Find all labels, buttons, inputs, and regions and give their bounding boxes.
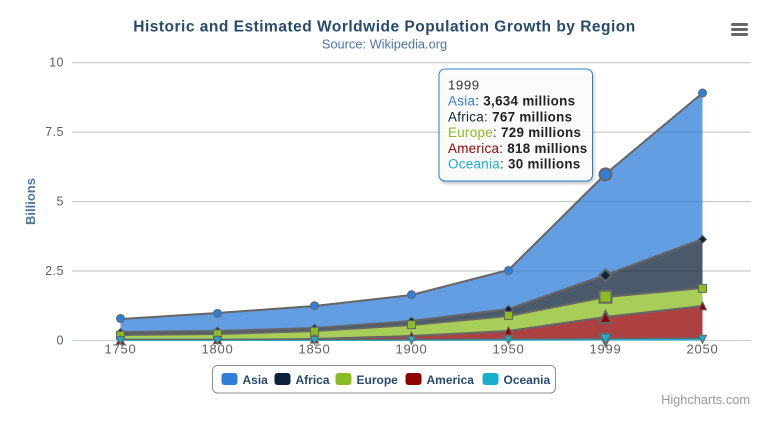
svg-text:1800: 1800: [201, 342, 233, 357]
svg-text:Asia: 3,634 millions: Asia: 3,634 millions: [448, 94, 575, 109]
svg-text:Billions: Billions: [23, 178, 38, 225]
svg-text:Europe: 729 millions: Europe: 729 millions: [448, 125, 581, 140]
svg-text:1900: 1900: [395, 342, 427, 357]
svg-text:Africa: 767 millions: Africa: 767 millions: [448, 109, 572, 124]
svg-text:5: 5: [57, 195, 64, 209]
svg-text:1850: 1850: [298, 342, 330, 357]
svg-text:Europe: Europe: [357, 373, 399, 387]
svg-text:Highcharts.com: Highcharts.com: [661, 392, 750, 407]
svg-text:2050: 2050: [686, 342, 718, 357]
svg-text:1999: 1999: [589, 342, 621, 357]
svg-text:Source: Wikipedia.org: Source: Wikipedia.org: [322, 37, 447, 52]
svg-text:1950: 1950: [492, 342, 524, 357]
svg-text:2.5: 2.5: [45, 264, 64, 278]
svg-text:Asia: Asia: [243, 373, 269, 387]
svg-text:Africa: Africa: [296, 373, 330, 387]
svg-text:Historic and Estimated Worldwi: Historic and Estimated Worldwide Populat…: [133, 19, 636, 36]
svg-text:0: 0: [57, 334, 64, 348]
svg-text:America: 818 millions: America: 818 millions: [448, 141, 588, 156]
svg-text:7.5: 7.5: [45, 125, 64, 139]
svg-text:America: America: [427, 373, 475, 387]
svg-text:Oceania: Oceania: [504, 373, 551, 387]
svg-text:Oceania: 30 millions: Oceania: 30 millions: [448, 157, 581, 172]
svg-text:10: 10: [49, 56, 64, 70]
svg-text:1750: 1750: [104, 342, 136, 357]
svg-text:1999: 1999: [448, 78, 480, 93]
